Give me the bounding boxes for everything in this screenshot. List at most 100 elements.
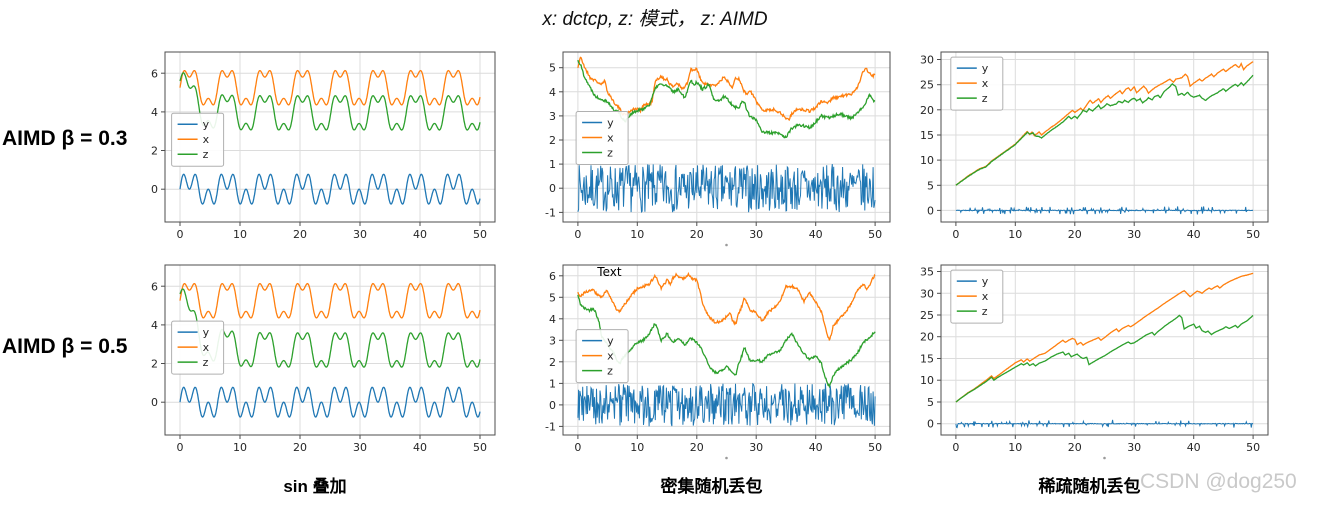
x-tick-label: 0 xyxy=(952,228,959,241)
chart-canvas: 0 10 20 30 40 50 -1 0 1 2 3 4 5 6 yxz Text xyxy=(545,264,891,460)
legend-box xyxy=(171,112,225,167)
legend-label-y: y xyxy=(982,62,989,75)
legend-label-x: x xyxy=(982,290,989,303)
x-tick-label: 20 xyxy=(293,228,307,241)
series-y xyxy=(179,173,481,205)
x-tick-label: 50 xyxy=(1246,441,1260,454)
chart-canvas: 0 10 20 30 40 50 0 5 10 15 20 25 30 yxz xyxy=(920,51,1269,241)
legend-label-x: x xyxy=(982,77,989,90)
x-tick-label: 40 xyxy=(1187,228,1201,241)
series-y xyxy=(955,206,1254,215)
y-tick-label: 3 xyxy=(549,110,556,123)
legend-label-z: z xyxy=(607,147,613,160)
plot-border xyxy=(164,51,496,223)
y-tick-label: 30 xyxy=(920,54,934,67)
x-tick-label: 30 xyxy=(353,441,367,454)
row-label-beta-0.3: AIMD β = 0.3 xyxy=(2,127,128,150)
x-tick-label: 0 xyxy=(177,228,184,241)
x-tick-label: 40 xyxy=(1187,441,1201,454)
y-tick-label: 10 xyxy=(920,374,934,387)
x-tick-label: 30 xyxy=(749,228,763,241)
series-y xyxy=(955,419,1254,429)
y-tick-label: 25 xyxy=(920,79,934,92)
chart-canvas: 0 10 20 30 40 50 0 5 10 15 20 25 30 35 yxz xyxy=(920,264,1269,460)
chart-sparse-random-loss-beta05: 0 10 20 30 40 50 0 5 10 15 20 25 30 35 y x z xyxy=(901,255,1278,467)
x-tick-label: 10 xyxy=(233,228,247,241)
legend-label-z: z xyxy=(203,148,209,161)
figure-title: x: dctcp, z: 模式， z: AIMD xyxy=(542,9,768,30)
legend-label-y: y xyxy=(203,118,210,131)
y-tick-label: 20 xyxy=(920,331,934,344)
y-tick-label: 2 xyxy=(151,358,158,371)
legend-label-z: z xyxy=(982,305,988,318)
series-y xyxy=(179,386,481,418)
plot-border xyxy=(562,264,891,436)
xlabel-mark xyxy=(725,456,728,460)
x-tick-label: 20 xyxy=(690,441,704,454)
x-tick-label: 50 xyxy=(868,228,882,241)
x-tick-label: 50 xyxy=(868,441,882,454)
legend-label-x: x xyxy=(607,132,614,145)
legend-label-y: y xyxy=(607,335,614,348)
y-tick-label: 6 xyxy=(549,270,556,283)
x-tick-label: 50 xyxy=(1246,228,1260,241)
y-tick-label: 4 xyxy=(549,86,556,99)
plot-border xyxy=(164,264,496,436)
column-caption-sin-overlay: sin 叠加 xyxy=(283,477,347,496)
series-x xyxy=(577,271,876,342)
x-tick-label: 30 xyxy=(1127,228,1141,241)
y-tick-label: 10 xyxy=(920,154,934,167)
x-tick-label: 0 xyxy=(952,441,959,454)
chart-dense-random-loss-beta05: 0 10 20 30 40 50 -1 0 1 2 3 4 5 6 y x z Text xyxy=(523,255,900,467)
y-tick-label: -1 xyxy=(545,206,556,219)
y-tick-label: -1 xyxy=(545,420,556,433)
chart-sin-overlay-beta03: 0 10 20 30 40 50 0 2 4 6 y x z xyxy=(125,42,505,254)
chart-canvas: 0 10 20 30 40 50 -1 0 1 2 3 4 5 yxz xyxy=(545,51,891,247)
y-tick-label: 5 xyxy=(549,291,556,304)
x-tick-label: 50 xyxy=(473,441,487,454)
chart-dense-random-loss-beta03: 0 10 20 30 40 50 -1 0 1 2 3 4 5 y x z xyxy=(523,42,900,254)
series-x xyxy=(179,282,481,319)
y-tick-label: 0 xyxy=(151,396,158,409)
y-tick-label: 15 xyxy=(920,129,934,142)
y-tick-label: 2 xyxy=(549,356,556,369)
legend-label-x: x xyxy=(203,341,210,354)
x-tick-label: 10 xyxy=(233,441,247,454)
y-tick-label: 6 xyxy=(151,67,158,80)
legend-box xyxy=(171,320,225,375)
x-tick-label: 40 xyxy=(809,441,823,454)
csdn-watermark: CSDN @dog250 xyxy=(1140,470,1297,493)
x-tick-label: 40 xyxy=(809,228,823,241)
y-tick-label: 4 xyxy=(151,106,158,119)
y-tick-label: 4 xyxy=(151,319,158,332)
y-tick-label: 1 xyxy=(549,158,556,171)
y-tick-label: 35 xyxy=(920,266,934,279)
legend-label-z: z xyxy=(203,356,209,369)
y-tick-label: 5 xyxy=(927,396,934,409)
y-tick-label: 30 xyxy=(920,287,934,300)
plot-border xyxy=(940,51,1269,223)
x-tick-label: 0 xyxy=(177,441,184,454)
series-z xyxy=(955,314,1254,403)
y-tick-label: 2 xyxy=(549,134,556,147)
x-tick-label: 20 xyxy=(1068,228,1082,241)
y-tick-label: 6 xyxy=(151,280,158,293)
y-tick-label: 25 xyxy=(920,309,934,322)
x-tick-label: 10 xyxy=(630,228,644,241)
chart-sin-overlay-beta05: 0 10 20 30 40 50 0 2 4 6 y x z xyxy=(125,255,505,467)
legend-label-z: z xyxy=(607,365,613,378)
series-y xyxy=(577,164,876,214)
plot-border xyxy=(940,264,1269,436)
chart-canvas: 0 10 20 30 40 50 0 2 4 6 yxz xyxy=(151,51,496,241)
plot-annotation: Text xyxy=(596,265,622,279)
legend-label-y: y xyxy=(203,326,210,339)
x-tick-label: 50 xyxy=(473,228,487,241)
x-tick-label: 10 xyxy=(630,441,644,454)
series-x xyxy=(955,272,1254,403)
row-label-beta-0.5: AIMD β = 0.5 xyxy=(2,335,128,358)
plot-border xyxy=(562,51,891,223)
series-z xyxy=(955,74,1254,186)
xlabel-mark xyxy=(1103,456,1106,460)
series-z xyxy=(179,72,481,131)
